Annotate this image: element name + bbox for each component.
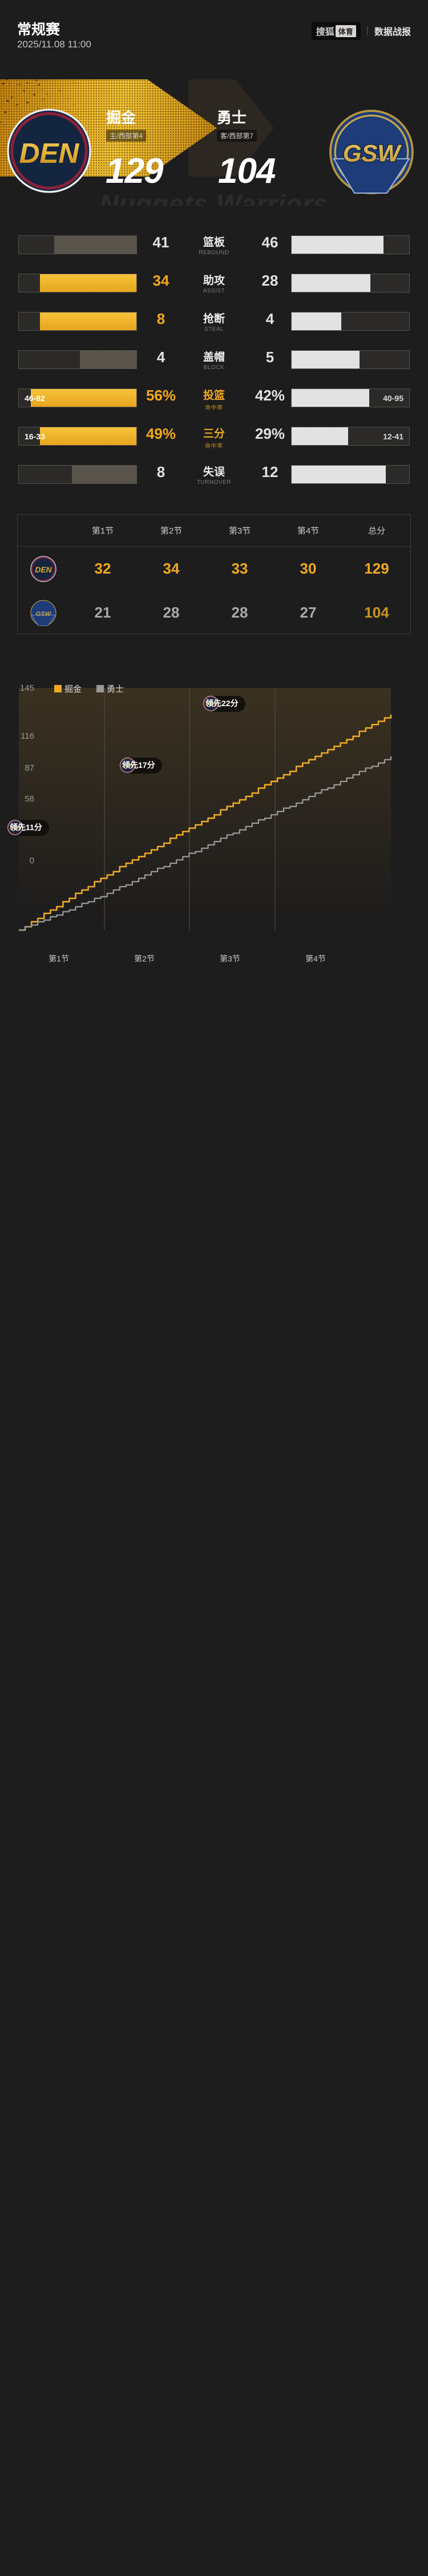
svg-text:GSW: GSW	[343, 140, 402, 167]
svg-text:DEN: DEN	[35, 565, 52, 574]
svg-text:DEN: DEN	[19, 138, 80, 169]
svg-text:GSW: GSW	[36, 611, 52, 618]
